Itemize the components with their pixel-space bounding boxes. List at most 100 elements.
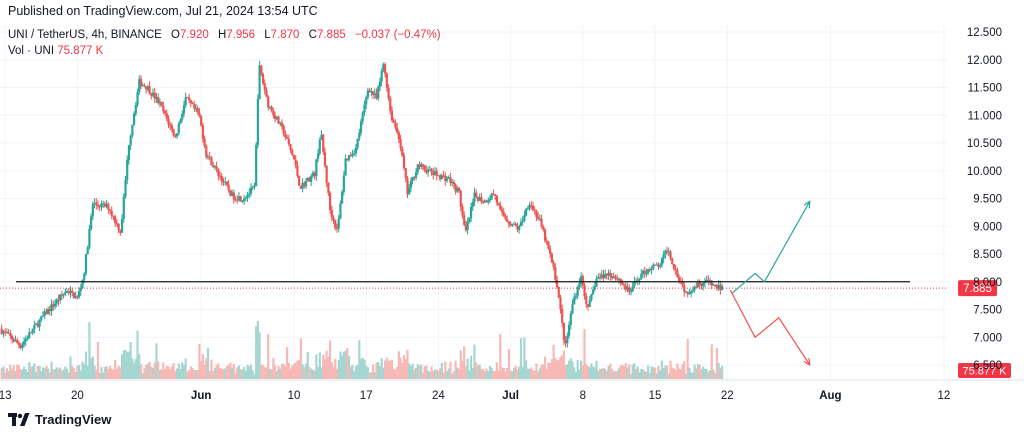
candle-body (482, 201, 485, 203)
candle-body (683, 285, 686, 292)
volume-bar (581, 365, 584, 379)
candle-body (554, 267, 557, 280)
volume-bar (255, 326, 258, 379)
candle-body (322, 134, 325, 152)
candle-body (384, 64, 387, 74)
volume-bar (707, 372, 710, 379)
volume-bar (640, 368, 643, 379)
candle-body (222, 181, 225, 183)
candle-body (119, 230, 122, 233)
candle-body (361, 112, 364, 122)
tradingview-brand[interactable]: TradingView (8, 412, 111, 427)
candle-body (456, 188, 459, 192)
candle-body (10, 335, 14, 340)
volume-label[interactable]: Vol · UNI (8, 45, 55, 57)
volume-bar (562, 350, 566, 379)
volume-bar (550, 359, 553, 379)
volume-bar (308, 367, 311, 379)
candle-body (521, 221, 524, 223)
close-label: C (308, 29, 317, 41)
candle-body (640, 273, 643, 280)
volume-bar (576, 360, 579, 379)
volume-bar (368, 372, 371, 379)
volume-bar (169, 369, 172, 379)
x-tick-label: 20 (71, 390, 84, 402)
y-tick-label: 11.000 (968, 110, 1002, 122)
volume-bar (686, 338, 689, 379)
tradingview-logo-icon (8, 412, 30, 426)
volume-bar (189, 366, 192, 379)
volume-bar (172, 363, 175, 379)
volume-bar (53, 369, 57, 379)
price-chart[interactable]: 7.885 75.877 K 12.500 12.000 11.500 11.000 10… (0, 25, 1024, 405)
candle-body (291, 150, 294, 156)
candle-body (540, 218, 543, 227)
volume-bar (220, 368, 223, 379)
candle-body (325, 165, 328, 183)
candle-body (347, 155, 351, 160)
volume-bar (442, 372, 445, 379)
volume-bar (574, 372, 578, 379)
candle-body (586, 304, 590, 307)
volume-bar (261, 364, 265, 379)
volume-bar (138, 354, 141, 379)
candle-body (299, 185, 302, 189)
candle-body (256, 99, 259, 145)
high-value: 7.956 (226, 29, 256, 41)
candle-body (136, 92, 139, 106)
volume-bar (375, 362, 378, 379)
volume-bar (538, 368, 541, 379)
volume-bar (657, 366, 660, 379)
y-tick-label: 6.500 (973, 360, 1002, 372)
volume-bar (126, 351, 129, 379)
candle-body (597, 277, 600, 279)
candle-body (28, 332, 31, 339)
candle-body (406, 178, 409, 195)
y-tick-label: 12.000 (967, 55, 1002, 67)
candle-body (643, 270, 646, 275)
volume-bar (167, 366, 170, 379)
symbol-name[interactable]: UNI / TetherUS, 4h, BINANCE (8, 29, 162, 41)
last-price-label: 7.885 (963, 283, 992, 295)
candle-body (212, 165, 215, 167)
candle-body (707, 279, 710, 283)
volume-bar (29, 366, 33, 379)
volume-bar (535, 363, 538, 379)
volume-bar (428, 371, 431, 379)
candle-body (545, 240, 548, 242)
candle-body (45, 311, 48, 315)
candle-body (614, 276, 617, 279)
candle-body (408, 187, 411, 195)
volume-bar (703, 368, 706, 379)
candle-body (581, 276, 584, 286)
candle-body (439, 175, 442, 180)
y-tick-label: 9.500 (973, 194, 1002, 206)
candle-body (160, 101, 163, 106)
volume-bar (335, 368, 339, 379)
candle-body (468, 217, 471, 222)
volume-bar (9, 364, 12, 379)
volume-bar (659, 370, 662, 379)
volume-bar (678, 368, 681, 379)
candle-body (567, 324, 571, 336)
candle-body (36, 323, 39, 327)
candle-body (681, 282, 684, 286)
volume-bar (545, 368, 548, 379)
volume-bar (294, 362, 297, 379)
volume-bar (232, 363, 235, 379)
volume-bar (112, 369, 115, 379)
candle-body (648, 269, 651, 271)
volume-bar (554, 357, 557, 379)
volume-bar (119, 367, 122, 379)
chart-pane[interactable]: 7.885 75.877 K 12.500 12.000 11.500 11.000 10… (0, 25, 1024, 405)
volume-bar (609, 363, 612, 379)
candle-body (31, 329, 34, 333)
volume-bar (592, 366, 595, 379)
volume-bar (423, 366, 426, 379)
volume-bar (384, 360, 387, 379)
volume-bar (480, 368, 483, 379)
volume-bar (10, 368, 14, 379)
volume-bar (157, 361, 160, 379)
volume-bar (432, 370, 435, 379)
candle-body (253, 186, 256, 188)
